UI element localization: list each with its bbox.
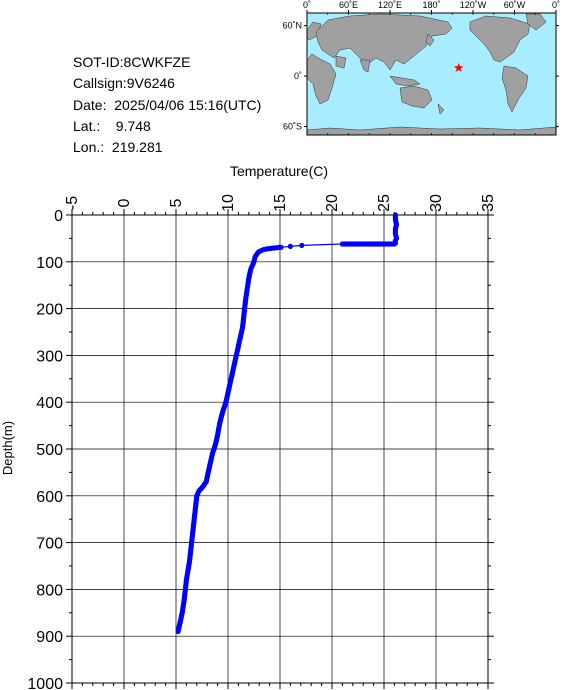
- x-tick-label: 10: [220, 194, 237, 212]
- x-tick-label: 0: [116, 198, 133, 207]
- y-tick-label: 400: [36, 395, 63, 412]
- x-axis-label: Temperature(C): [230, 163, 328, 179]
- map-land-greenland: [525, 13, 547, 31]
- y-tick-label: 100: [36, 255, 63, 272]
- map-lat-label: 0˚: [294, 71, 302, 81]
- map-lon-label: 60˚W: [504, 0, 526, 10]
- location-star-marker: [453, 62, 464, 72]
- x-tick-label: 5: [168, 198, 185, 207]
- map-lon-label: 60˚E: [339, 0, 358, 10]
- longitude-label: Lon.: 219.281: [73, 139, 163, 156]
- y-tick-label: 900: [36, 629, 63, 646]
- temperature-profile-chart: -5 0 5 10 15 20 25 30 35 01002003004005006007008…: [0, 163, 497, 690]
- y-tick-label: 200: [36, 302, 63, 319]
- x-tick-label: -5: [64, 196, 81, 210]
- profile-point: [299, 242, 305, 248]
- callsign-label: Callsign:9V6246: [73, 75, 175, 92]
- y-tick-label: 500: [36, 442, 63, 459]
- y-tick-label: 0: [54, 208, 63, 225]
- sot-id-label: SOT-ID:8CWKFZE: [73, 54, 191, 70]
- y-tick-label: 1000: [27, 676, 63, 690]
- map-lon-label: 0˚: [303, 0, 311, 10]
- profile-point: [339, 241, 345, 247]
- map-land-australia: [399, 85, 433, 109]
- chart-grid: [71, 214, 489, 684]
- y-tick-label: 600: [36, 489, 63, 506]
- latitude-label: Lat.: 9.748: [73, 117, 151, 134]
- y-tick-label: 700: [36, 536, 63, 553]
- x-tick-label: 15: [272, 194, 289, 212]
- y-axis-label: Depth(m): [0, 421, 15, 475]
- map-land-north-america: [469, 15, 531, 63]
- data-series: [175, 212, 400, 635]
- map-land-south-america: [501, 65, 529, 113]
- y-axis: 0 100 200 300 400 500 600 700 800 900 1000: [27, 208, 494, 690]
- map-land-new-zealand: [437, 103, 445, 115]
- location-map: 0˚ 60˚E 120˚E 180˚ 120˚W 60˚W 0˚ 60˚N 0˚ 60˚S: [282, 0, 560, 136]
- map-lon-label: 120˚E: [378, 0, 402, 10]
- map-lon-label: 0˚: [552, 0, 560, 10]
- x-tick-label: 25: [376, 194, 393, 212]
- map-land-indonesia: [389, 75, 421, 87]
- map-lon-label: 180˚: [422, 0, 440, 10]
- x-tick-label: 30: [428, 194, 445, 212]
- x-axis: -5 0 5 10 15 20 25 30 35: [64, 194, 497, 689]
- date-label: Date: 2025/04/06 15:16(UTC): [73, 96, 262, 113]
- map-land-eurasia: [315, 13, 453, 71]
- profile-line: [177, 215, 398, 632]
- profile-point: [175, 628, 181, 635]
- x-tick-label: 20: [324, 194, 341, 212]
- map-lat-label: 60˚S: [283, 122, 302, 132]
- map-land-africa: [306, 53, 337, 105]
- x-tick-label: 35: [480, 194, 497, 212]
- map-land-india: [359, 59, 371, 73]
- profile-point: [287, 243, 293, 249]
- map-land-arabia: [335, 55, 347, 69]
- map-land-japan: [425, 33, 435, 47]
- y-tick-label: 300: [36, 348, 63, 365]
- y-tick-label: 800: [36, 582, 63, 599]
- float-info-panel: SOT-ID:8CWKFZE Callsign:9V6246 Date: 202…: [73, 52, 261, 158]
- map-lat-label: 60˚N: [282, 21, 302, 31]
- map-lon-label: 120˚W: [460, 0, 487, 10]
